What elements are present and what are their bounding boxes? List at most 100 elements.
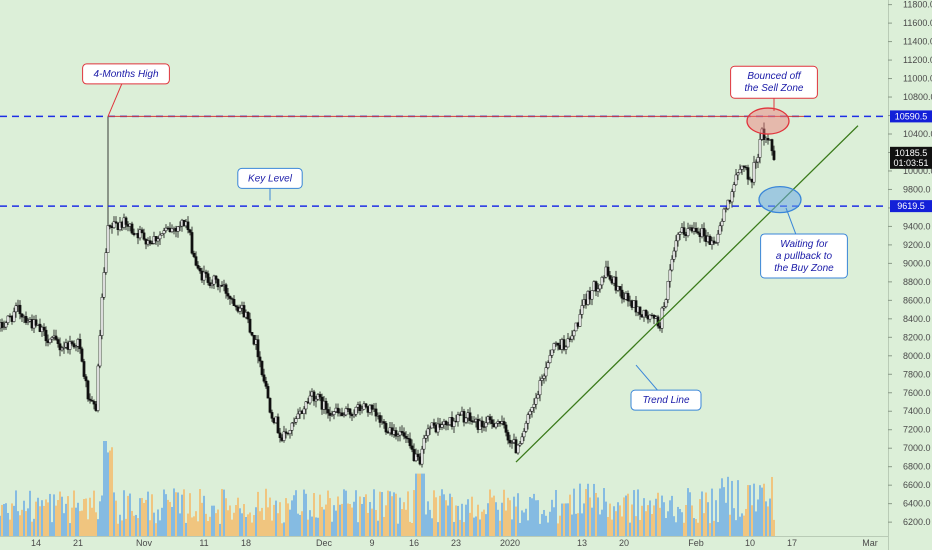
volume-bar xyxy=(97,519,99,536)
volume-bar xyxy=(451,497,453,536)
volume-bar xyxy=(489,489,491,536)
candle-body xyxy=(606,266,610,276)
volume-bar xyxy=(707,502,709,536)
volume-bar xyxy=(411,523,413,536)
candle-body xyxy=(2,326,6,329)
candle-body xyxy=(224,284,228,294)
annotation-text: Bounced off xyxy=(747,71,802,82)
volume-bar xyxy=(375,509,377,536)
volume-bar xyxy=(599,514,601,536)
volume-bar xyxy=(125,518,127,536)
volume-bar xyxy=(637,489,639,536)
candle-body xyxy=(718,225,722,235)
volume-bar xyxy=(593,483,595,536)
volume-bar xyxy=(713,520,715,536)
volume-bar xyxy=(651,513,653,536)
volume-bar xyxy=(351,507,353,536)
volume-bar xyxy=(385,505,387,536)
volume-bar xyxy=(81,510,83,536)
volume-bar xyxy=(121,520,123,536)
y-tick-label: 7600.0 xyxy=(903,388,931,398)
volume-bar xyxy=(553,507,555,536)
volume-bar xyxy=(481,511,483,536)
volume-bar xyxy=(463,522,465,536)
candle-body xyxy=(294,418,298,423)
candle-body xyxy=(480,420,484,427)
volume-bar xyxy=(407,491,409,536)
volume-bar xyxy=(773,519,775,536)
candle-body xyxy=(732,184,736,192)
volume-bar xyxy=(469,512,471,536)
volume-bar xyxy=(587,483,589,536)
annotation-text: the Sell Zone xyxy=(745,83,804,94)
x-tick-label: Feb xyxy=(688,538,704,548)
candle-body xyxy=(78,339,82,350)
candle-body xyxy=(524,422,528,432)
volume-bar xyxy=(189,493,191,536)
candle-body xyxy=(188,229,192,233)
candle-body xyxy=(370,404,374,410)
volume-bar xyxy=(431,518,433,536)
volume-bar xyxy=(233,512,235,536)
candle-body xyxy=(770,139,774,152)
candle-body xyxy=(596,288,600,292)
candle-body xyxy=(72,343,76,348)
volume-bar xyxy=(497,509,499,536)
volume-bar xyxy=(727,476,729,536)
volume-bar xyxy=(47,502,49,536)
volume-bar xyxy=(363,497,365,536)
candle-body xyxy=(602,276,606,279)
volume-bar xyxy=(259,511,261,536)
volume-bar xyxy=(185,522,187,536)
volume-bar xyxy=(681,512,683,536)
candle-body xyxy=(462,411,466,423)
candle-body xyxy=(270,412,274,419)
x-tick-label: 23 xyxy=(451,538,461,548)
volume-bar xyxy=(391,496,393,536)
volume-bar xyxy=(227,510,229,536)
annotation-box xyxy=(630,389,702,411)
volume-bar xyxy=(711,488,713,536)
candle-body xyxy=(674,240,678,252)
volume-bar xyxy=(725,502,727,536)
candle-body xyxy=(634,300,638,313)
x-tick-label: 21 xyxy=(73,538,83,548)
candle-body xyxy=(18,304,22,315)
candle-body xyxy=(542,375,546,379)
candle-body xyxy=(702,228,706,236)
volume-bar xyxy=(551,499,553,536)
candle-body xyxy=(638,306,642,315)
volume-bar xyxy=(131,510,133,536)
volume-bar xyxy=(485,514,487,536)
volume-bar xyxy=(611,519,613,536)
volume-bar xyxy=(495,502,497,536)
candle-body xyxy=(212,275,216,285)
y-tick-label: 6800.0 xyxy=(903,462,931,472)
candle-body xyxy=(420,448,424,465)
volume-bar xyxy=(337,496,339,536)
volume-bar xyxy=(709,523,711,536)
candle-body xyxy=(328,412,332,416)
volume-bar xyxy=(299,514,301,536)
volume-bar xyxy=(521,510,523,536)
volume-bar xyxy=(119,514,121,536)
volume-bar xyxy=(685,504,687,536)
volume-bar xyxy=(353,501,355,536)
candle-body xyxy=(440,424,444,428)
candle-body xyxy=(520,436,524,444)
candle-body xyxy=(742,165,746,168)
volume-bar xyxy=(199,489,201,536)
current-price-label: 10185.5 xyxy=(895,148,928,158)
y-tick-label: 9200.0 xyxy=(903,240,931,250)
volume-bar xyxy=(277,513,279,536)
y-tick-label: 8000.0 xyxy=(903,351,931,361)
candle-body xyxy=(192,252,196,257)
volume-bar xyxy=(507,497,509,536)
volume-bar xyxy=(93,490,95,536)
volume-bar xyxy=(89,497,91,536)
volume-bar xyxy=(127,495,129,536)
candle-body xyxy=(446,424,450,426)
volume-bar xyxy=(161,507,163,536)
